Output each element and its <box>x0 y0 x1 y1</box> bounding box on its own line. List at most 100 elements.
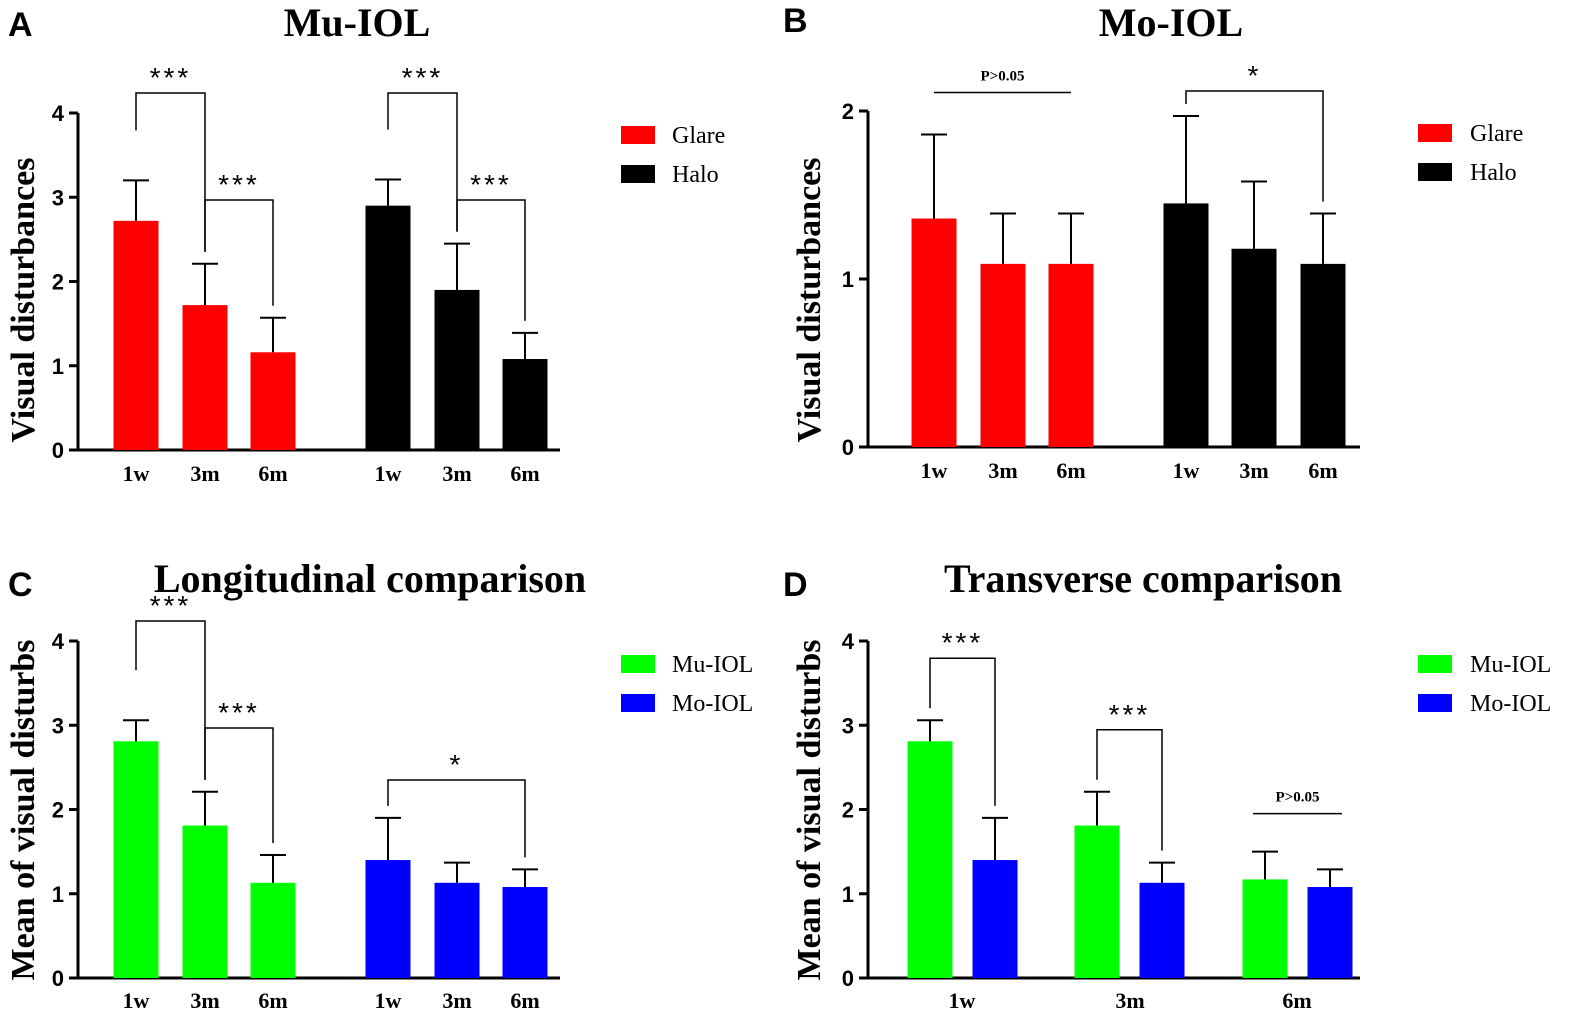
bar-mo-iol-1w <box>972 860 1018 978</box>
chart-panel-a: A Mu-IOL Visual disturbances 0 1 2 3 4 1w 3m 6m 1w 3… <box>5 0 725 486</box>
bar-mu-iol-1w <box>113 741 159 978</box>
y-axis-label: Mean of visual disturbs <box>791 640 828 981</box>
chart-title: Transverse comparison <box>944 556 1342 601</box>
x-tick-label: 6m <box>510 461 539 486</box>
significance-label: *** <box>218 697 260 728</box>
bar-mu-iol-3m <box>1074 825 1120 978</box>
bar-glare-3m <box>182 305 228 450</box>
legend-label: Halo <box>672 162 719 188</box>
bar-halo-1w <box>1163 203 1209 447</box>
significance-label: * <box>450 749 464 780</box>
significance-bracket <box>387 779 526 858</box>
chart-title: Mu-IOL <box>284 0 431 45</box>
panel-letter: B <box>783 2 808 40</box>
significance-bracket <box>387 92 458 232</box>
y-tick-label: 1 <box>842 267 854 292</box>
significance-label: *** <box>150 590 192 621</box>
y-tick-label: 2 <box>52 270 64 295</box>
y-tick-label: 4 <box>52 629 65 654</box>
x-tick-label: 3m <box>1115 988 1144 1013</box>
y-tick-label: 4 <box>52 101 65 126</box>
bar-mu-iol-3m <box>182 825 228 978</box>
x-tick-label: 6m <box>1282 988 1311 1013</box>
bar-halo-6m <box>502 359 548 450</box>
y-tick-label: 2 <box>842 798 854 823</box>
bar-mu-iol-6m <box>1242 879 1288 978</box>
y-tick-label: 1 <box>842 882 854 907</box>
bar-glare-6m <box>250 352 296 450</box>
x-tick-label: 6m <box>1056 458 1085 483</box>
legend-label: Halo <box>1470 160 1517 186</box>
panel-letter: A <box>8 6 33 44</box>
legend-label: Mo-IOL <box>672 691 753 717</box>
significance-bracket <box>135 92 206 252</box>
y-tick-label: 0 <box>842 435 854 460</box>
bar-halo-6m <box>1300 263 1346 447</box>
chart-title: Longitudinal comparison <box>154 556 586 601</box>
x-tick-label: 1w <box>375 988 402 1013</box>
legend-swatch-glare <box>1418 124 1452 142</box>
legend-swatch-mu-iol <box>1418 655 1452 673</box>
y-tick-label: 2 <box>842 99 854 124</box>
bar-mu-iol-6m <box>250 882 296 978</box>
legend-swatch-mo-iol <box>621 694 655 712</box>
x-tick-label: 1w <box>921 458 948 483</box>
y-axis-label: Mean of visual disturbs <box>5 640 42 981</box>
significance-label: P>0.05 <box>981 69 1025 85</box>
legend-swatch-mo-iol <box>1418 694 1452 712</box>
legend-swatch-glare <box>621 126 655 144</box>
legend-label: Mu-IOL <box>672 652 753 678</box>
chart-panel-d: D Transverse comparison Mean of visual dis… <box>783 556 1551 1013</box>
chart-panel-b: B Mo-IOL Visual disturbances 0 1 2 1w 3m 6m 1w 3m 6… <box>783 0 1523 483</box>
x-tick-label: 1w <box>123 988 150 1013</box>
significance-bracket <box>1096 729 1163 851</box>
bar-mo-iol-1w <box>365 860 411 978</box>
significance-label: *** <box>218 169 260 200</box>
y-tick-label: 3 <box>842 713 854 738</box>
bar-mu-iol-1w <box>907 741 953 978</box>
significance-label: *** <box>1109 699 1151 730</box>
x-tick-label: 6m <box>1308 458 1337 483</box>
legend-label: Mo-IOL <box>1470 691 1551 717</box>
x-tick-label: 6m <box>258 988 287 1013</box>
significance-bracket <box>204 199 274 306</box>
significance-bracket <box>929 657 996 806</box>
significance-label: P>0.05 <box>1276 790 1320 806</box>
bar-glare-3m <box>980 263 1026 447</box>
x-tick-label: 3m <box>988 458 1017 483</box>
significance-label: *** <box>402 62 444 93</box>
bar-glare-1w <box>911 218 957 447</box>
significance-label: * <box>1248 60 1262 91</box>
x-tick-label: 1w <box>375 461 402 486</box>
x-tick-label: 1w <box>949 988 976 1013</box>
y-tick-label: 1 <box>52 354 64 379</box>
significance-label: *** <box>150 62 192 93</box>
significance-bracket <box>135 620 206 780</box>
bar-mo-iol-3m <box>1139 882 1185 978</box>
legend-swatch-halo <box>621 165 655 183</box>
significance-bracket <box>1185 90 1324 202</box>
y-tick-label: 3 <box>52 185 64 210</box>
legend-label: Glare <box>1470 121 1523 147</box>
x-tick-label: 6m <box>258 461 287 486</box>
bar-halo-3m <box>1231 248 1277 447</box>
x-tick-label: 3m <box>442 988 471 1013</box>
legend-label: Mu-IOL <box>1470 652 1551 678</box>
bar-halo-1w <box>365 205 411 450</box>
y-tick-label: 0 <box>842 966 854 991</box>
y-axis-label: Visual disturbances <box>5 158 42 443</box>
legend-label: Glare <box>672 123 725 149</box>
x-tick-label: 3m <box>1239 458 1268 483</box>
bar-mo-iol-3m <box>434 882 480 978</box>
y-tick-label: 0 <box>52 438 64 463</box>
y-tick-label: 3 <box>52 713 64 738</box>
x-tick-label: 3m <box>190 988 219 1013</box>
x-tick-label: 1w <box>1173 458 1200 483</box>
bar-halo-3m <box>434 289 480 450</box>
bar-glare-1w <box>113 220 159 450</box>
bar-glare-6m <box>1048 263 1094 447</box>
x-tick-label: 6m <box>510 988 539 1013</box>
x-tick-label: 3m <box>442 461 471 486</box>
bar-mo-iol-6m <box>1307 887 1353 978</box>
